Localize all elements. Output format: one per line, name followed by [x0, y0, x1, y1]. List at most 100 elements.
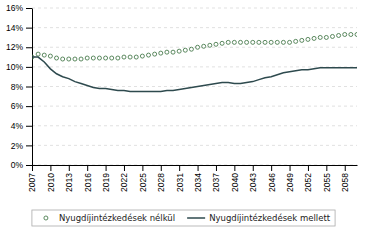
series-point: [238, 40, 242, 44]
series-line: [32, 57, 357, 91]
series-point: [269, 40, 273, 44]
y-tick: 12%: [6, 42, 32, 52]
x-tick: 2055: [322, 165, 332, 192]
series-point: [196, 45, 200, 49]
grid-line: [32, 66, 357, 67]
chart: 2007201020132016201920222025202820312034…: [0, 0, 367, 229]
y-tick-label: 10%: [6, 62, 23, 72]
y-tick: 2%: [11, 141, 32, 151]
y-tick-mark: [26, 47, 32, 48]
x-tick-label: 2031: [175, 173, 185, 192]
y-tick-mark: [26, 126, 32, 127]
series-point: [159, 51, 163, 55]
x-tick: 2019: [101, 165, 111, 192]
y-tick: 16%: [6, 3, 32, 13]
series-point: [355, 32, 357, 36]
x-tick-mark: [253, 165, 254, 171]
y-tick-label: 14%: [6, 23, 23, 33]
legend-frame: [32, 210, 335, 226]
y-axis: 0% 2% 4% 6% 8% 10% 12% 14% 16%: [6, 3, 33, 170]
series-point: [140, 54, 144, 58]
x-tick-mark: [234, 165, 235, 171]
x-tick-label: 2037: [211, 173, 221, 192]
y-tick: 4%: [11, 121, 32, 131]
x-tick-label: 2007: [27, 173, 37, 192]
x-tick-mark: [308, 165, 309, 171]
series-point: [214, 42, 218, 46]
series-point: [226, 40, 230, 44]
series-point: [171, 50, 175, 54]
series-point: [110, 56, 114, 60]
y-tick-mark: [26, 67, 32, 68]
x-tick: 2049: [285, 165, 295, 192]
y-tick: 8%: [11, 82, 32, 92]
grid-line: [32, 125, 357, 126]
x-tick-mark: [179, 165, 180, 171]
legend: Nyugdíjintézkedések nélkül Nyugdíjintézke…: [32, 210, 335, 226]
y-tick-label: 4%: [11, 121, 24, 131]
y-tick-label: 16%: [6, 3, 23, 13]
series-point: [202, 44, 206, 48]
series-point: [165, 50, 169, 54]
series-point: [177, 49, 181, 53]
series-point: [349, 32, 353, 36]
x-tick-mark: [271, 165, 272, 171]
series-point: [330, 34, 334, 38]
series-point: [104, 56, 108, 60]
series-point: [232, 40, 236, 44]
x-axis: 2007201020132016201920222025202820312034…: [27, 165, 357, 192]
series-point: [36, 52, 40, 56]
series-point: [42, 53, 46, 57]
x-tick: 2046: [267, 165, 277, 192]
x-tick: 2043: [248, 165, 258, 192]
series-point: [251, 40, 255, 44]
y-tick-label: 2%: [11, 141, 24, 151]
series-point: [147, 53, 151, 57]
y-tick-label: 12%: [6, 42, 23, 52]
series-point: [263, 40, 267, 44]
x-tick-label: 2052: [303, 173, 313, 192]
y-tick-mark: [26, 165, 32, 166]
y-tick-mark: [26, 28, 32, 29]
x-tick-label: 2040: [230, 173, 240, 192]
x-tick-label: 2049: [285, 173, 295, 192]
series-point: [189, 47, 193, 51]
series-point: [73, 57, 77, 61]
y-tick: 0%: [11, 160, 32, 170]
series-point: [257, 40, 261, 44]
grid: [32, 8, 357, 165]
x-tick-mark: [198, 165, 199, 171]
y-tick: 10%: [6, 62, 32, 72]
x-tick: 2058: [340, 165, 350, 192]
y-tick: 6%: [11, 101, 32, 111]
x-tick-mark: [326, 165, 327, 171]
legend-swatch: [44, 216, 48, 220]
series-point: [324, 35, 328, 39]
series-point: [294, 39, 298, 43]
grid-line: [32, 106, 357, 107]
y-tick-mark: [26, 8, 32, 9]
marks: [32, 32, 357, 91]
x-tick-mark: [50, 165, 51, 171]
x-tick-mark: [216, 165, 217, 171]
series-point: [208, 43, 212, 47]
legend-label: Nyugdíjintézkedések nélkül: [59, 213, 175, 223]
y-tick-mark: [26, 87, 32, 88]
x-tick-label: 2025: [138, 173, 148, 192]
series-point: [48, 54, 52, 58]
x-tick-label: 2010: [46, 173, 56, 192]
series-point: [300, 38, 304, 42]
series-point: [275, 40, 279, 44]
legend-item: Nyugdíjintézkedések mellett: [187, 213, 331, 223]
series-point: [79, 57, 83, 61]
x-tick-label: 2028: [156, 173, 166, 192]
y-tick-label: 6%: [11, 101, 24, 111]
grid-line: [32, 47, 357, 48]
x-tick-label: 2013: [64, 173, 74, 192]
y-tick: 14%: [6, 23, 32, 33]
x-tick-mark: [161, 165, 162, 171]
series-point: [91, 56, 95, 60]
y-tick-label: 0%: [11, 160, 24, 170]
series-point: [85, 56, 89, 60]
series-point: [288, 40, 292, 44]
